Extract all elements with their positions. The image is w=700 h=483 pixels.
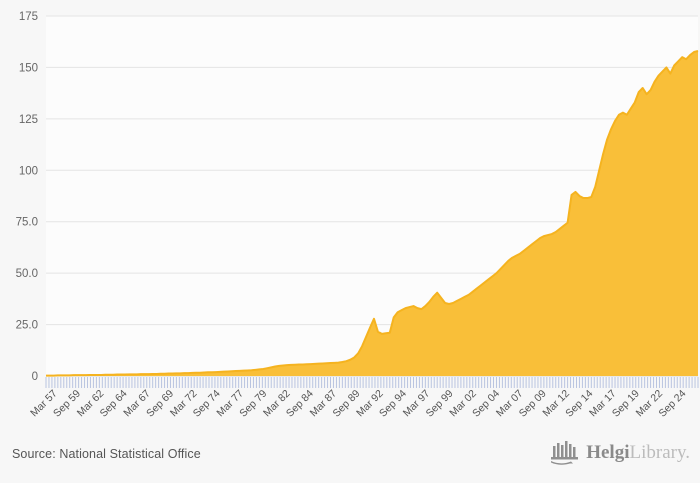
chart-footer: Source: National Statistical Office Helg…	[0, 431, 700, 483]
y-axis-tick-label: 125	[19, 114, 38, 126]
y-axis-tick-label: 100	[19, 165, 38, 177]
y-axis-tick-label: 25.0	[16, 320, 38, 332]
y-axis-tick-label: 75.0	[16, 217, 38, 229]
source-note: Source: National Statistical Office	[12, 447, 201, 461]
helgi-library-logo[interactable]: HelgiLibrary.	[550, 439, 690, 465]
y-axis-labels: 175 150 125 100 75.0 50.0 25.0 0	[16, 11, 38, 383]
brand-name-secondary: Library	[629, 441, 686, 463]
y-axis-tick-label: 175	[19, 11, 38, 23]
y-axis-tick-label: 50.0	[16, 268, 38, 280]
y-axis-tick-label: 0	[32, 371, 38, 383]
series-line	[46, 50, 699, 377]
brand-dot: .	[685, 441, 690, 463]
y-axis-tick-label: 150	[19, 62, 38, 74]
brand-wordmark: HelgiLibrary.	[586, 443, 690, 462]
brand-name-primary: Helgi	[586, 441, 630, 463]
series-area-fill	[46, 50, 698, 376]
x-axis-ticks	[45, 377, 699, 388]
library-building-icon	[551, 441, 579, 465]
series-area	[46, 50, 699, 377]
